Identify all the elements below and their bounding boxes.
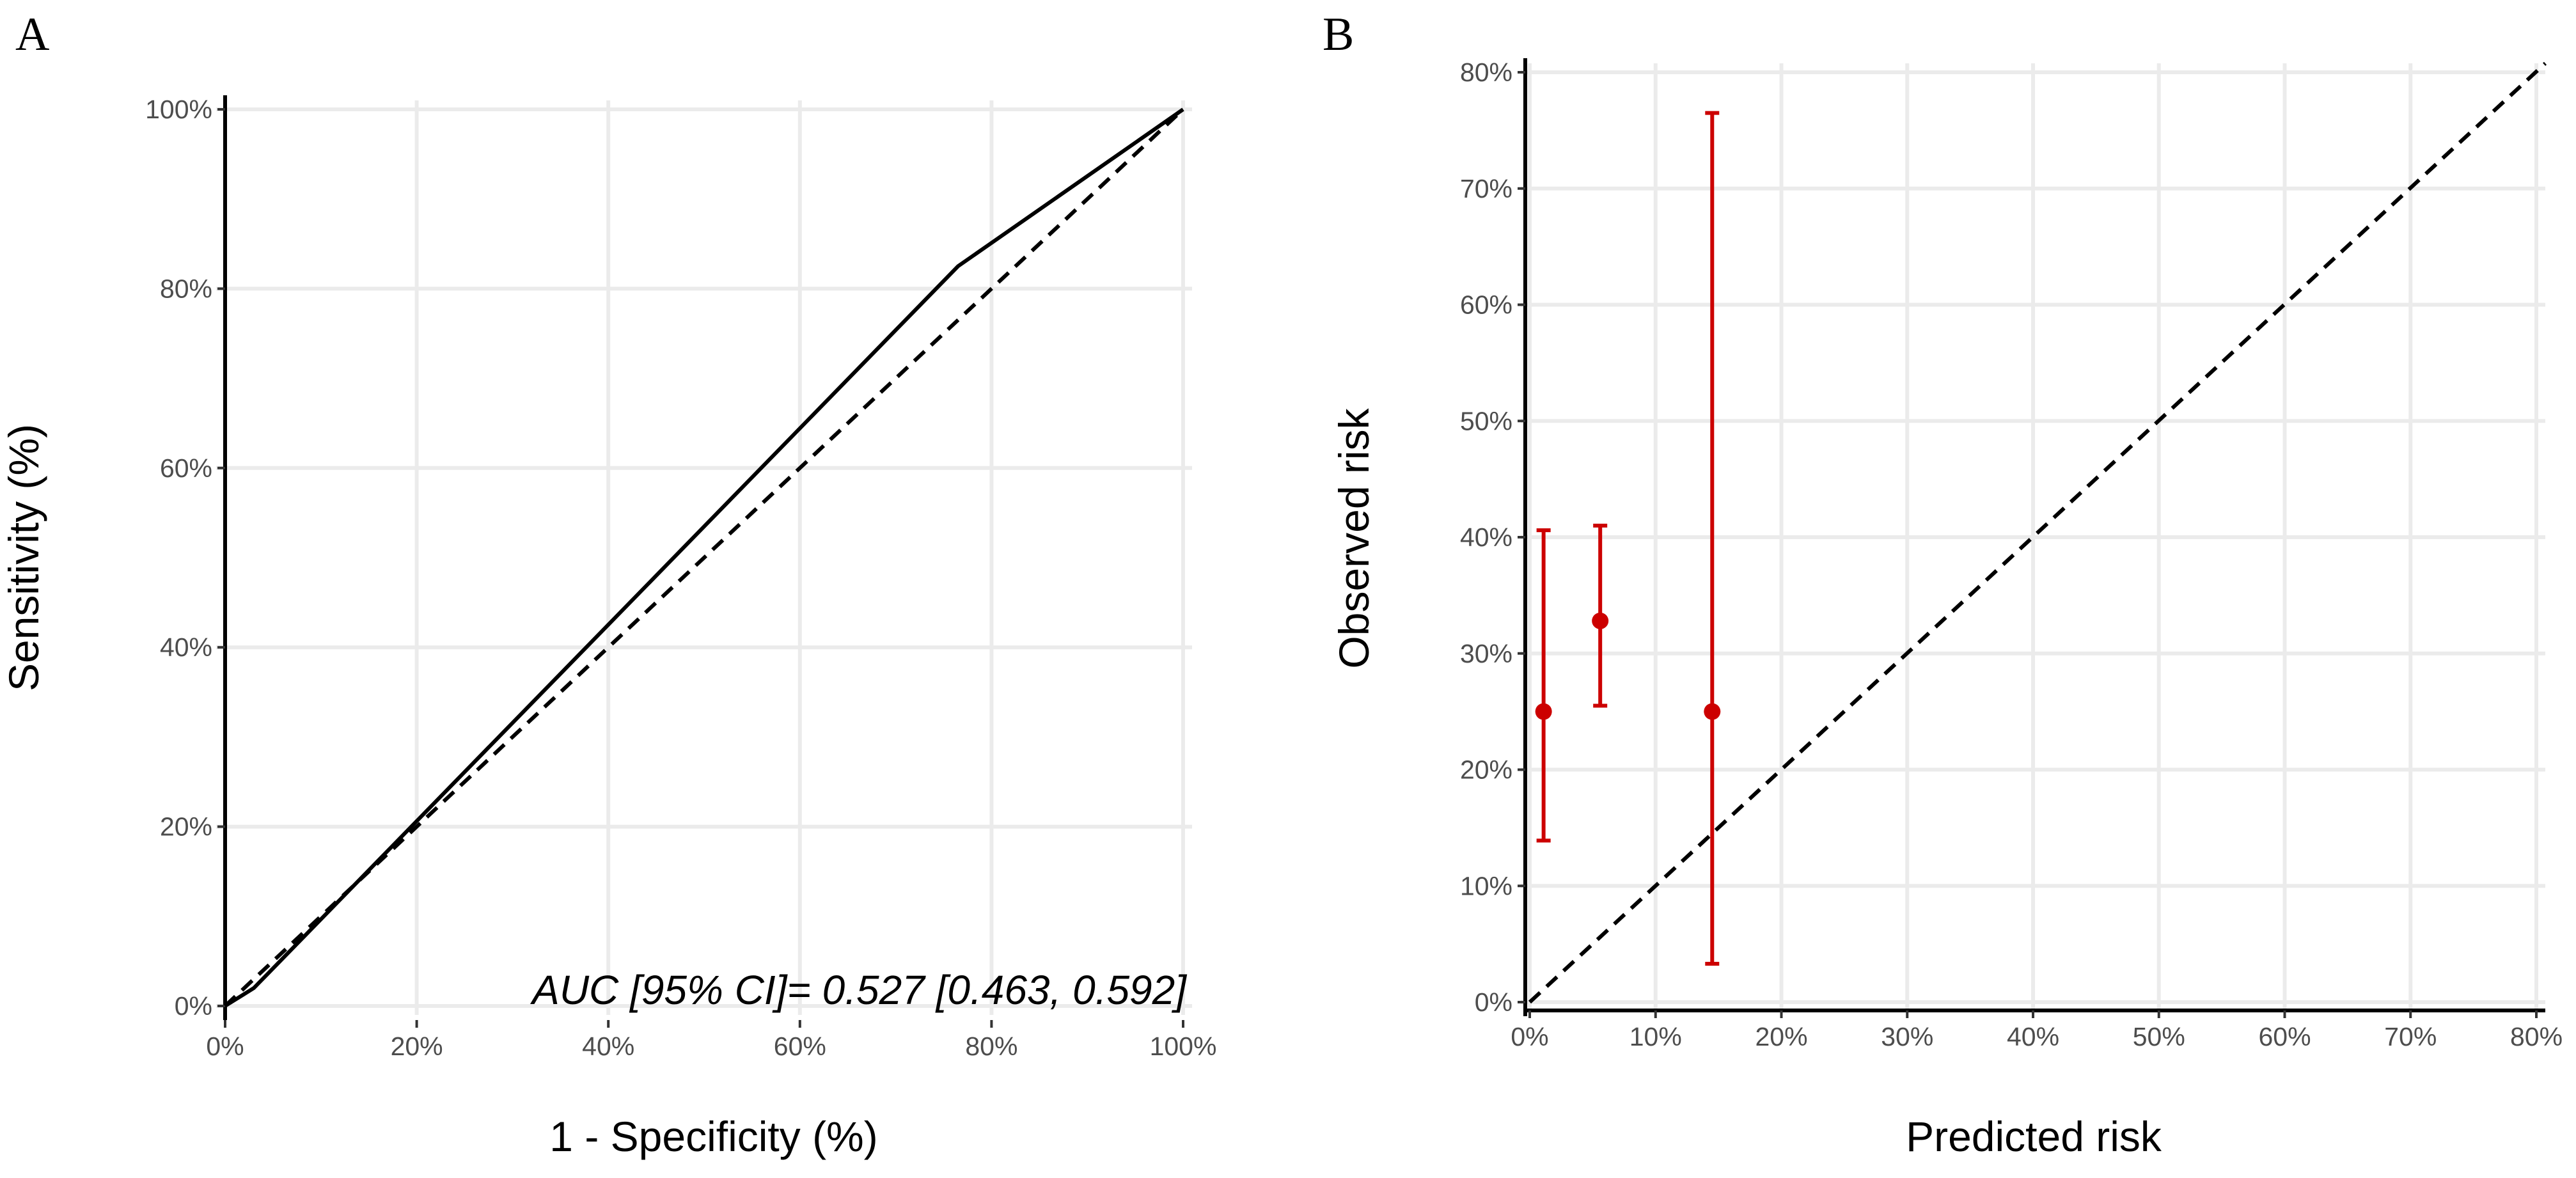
data-point <box>1535 703 1552 720</box>
x-tick-label: 40% <box>2007 1022 2059 1051</box>
y-tick-label: 60% <box>160 453 212 483</box>
x-tick-label: 20% <box>391 1032 443 1061</box>
x-tick-label: 40% <box>582 1032 634 1061</box>
reference-line <box>1528 61 2547 1004</box>
panel-b: B 0% 10% 20% 30% 40% 50% 60% 70% 80% 0% 10% 20% 30% 40… <box>1323 8 2563 1160</box>
x-tick-label: 50% <box>2133 1022 2185 1051</box>
x-axis-title: Predicted risk <box>1906 1113 2162 1160</box>
data-point <box>1592 612 1609 629</box>
y-tick-label: 100% <box>145 95 212 124</box>
y-tick-label: 60% <box>1460 290 1512 320</box>
x-tick-label: 70% <box>2384 1022 2437 1051</box>
x-tick-label: 30% <box>1881 1022 1933 1051</box>
panel-a: A 0% 20% 40% 60% 80% 100% 0% 20% 40% 60% 80% 100% 1 -… <box>0 8 1216 1160</box>
y-tick-label: 20% <box>1460 755 1512 785</box>
x-tick-label: 20% <box>1755 1022 1807 1051</box>
x-axis-title: 1 - Specificity (%) <box>549 1113 877 1160</box>
y-tick-label: 0% <box>175 991 212 1021</box>
y-tick-label: 70% <box>1460 174 1512 203</box>
y-axis-title: Sensitivity (%) <box>0 424 47 691</box>
x-tick-label: 60% <box>774 1032 826 1061</box>
x-tick-label: 80% <box>2510 1022 2563 1051</box>
roc-curve <box>224 107 1184 1008</box>
x-tick-label: 0% <box>1511 1022 1548 1051</box>
x-tick-label: 10% <box>1630 1022 1682 1051</box>
data-point <box>1704 703 1721 720</box>
y-tick-label: 80% <box>160 274 212 303</box>
y-tick-label: 40% <box>160 632 212 662</box>
panel-label: B <box>1323 8 1354 61</box>
y-tick-label: 40% <box>1460 522 1512 552</box>
reference-line <box>223 107 1185 1008</box>
auc-annotation: AUC [95% CI]= 0.527 [0.463, 0.592] <box>530 967 1187 1013</box>
x-tick-label: 80% <box>965 1032 1017 1061</box>
y-tick-label: 10% <box>1460 871 1512 900</box>
y-tick-label: 50% <box>1460 406 1512 436</box>
x-tick-label: 100% <box>1150 1032 1217 1061</box>
y-tick-label: 0% <box>1475 987 1512 1017</box>
y-tick-label: 80% <box>1460 58 1512 87</box>
x-tick-label: 60% <box>2258 1022 2311 1051</box>
panel-label: A <box>15 8 49 61</box>
y-tick-label: 20% <box>160 812 212 842</box>
y-axis-title: Observed risk <box>1330 407 1378 668</box>
y-tick-label: 30% <box>1460 639 1512 668</box>
x-tick-label: 0% <box>206 1032 244 1061</box>
